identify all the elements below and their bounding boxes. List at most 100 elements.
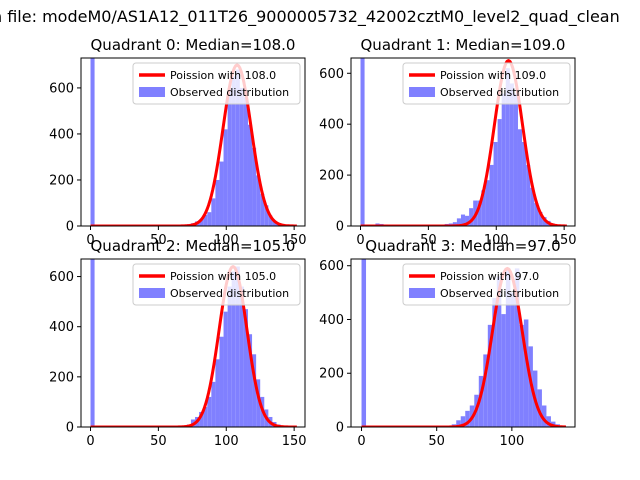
histogram-bar	[235, 69, 240, 226]
x-tick-label: 50	[150, 434, 167, 449]
histogram-bar	[489, 164, 494, 226]
histogram-bar	[522, 142, 527, 226]
histogram-bar	[223, 129, 228, 226]
legend-label-observed: Observed distribution	[440, 86, 559, 99]
histogram-bar	[478, 375, 484, 427]
legend-patch-swatch	[409, 87, 435, 97]
histogram-bar	[496, 276, 502, 427]
x-tick-label: 0	[356, 233, 364, 248]
histogram-bar	[452, 222, 457, 226]
x-tick-label: 50	[428, 434, 445, 449]
histogram-bar	[243, 97, 248, 226]
x-tick-label: 100	[214, 233, 239, 248]
histogram-bar	[456, 218, 461, 226]
subplot-title: Quadrant 3: Median=97.0	[365, 237, 560, 255]
y-tick-label: 600	[49, 81, 74, 96]
histogram-bar	[239, 87, 244, 226]
histogram-bar	[492, 297, 497, 427]
y-tick-label: 200	[49, 370, 74, 385]
x-tick-label: 50	[420, 233, 437, 248]
histogram-bar	[541, 405, 547, 427]
histogram-bar	[199, 411, 204, 427]
histogram-bar	[465, 410, 470, 427]
histogram-bar	[493, 142, 498, 226]
histogram-bar	[456, 420, 461, 427]
legend-patch-swatch	[139, 288, 165, 298]
y-tick-label: 0	[66, 421, 74, 436]
legend: Poission with 109.0 Observed distribution	[402, 62, 571, 105]
histogram-bar	[239, 286, 244, 427]
histogram-bar	[260, 193, 265, 226]
y-tick-label: 0	[66, 220, 74, 235]
histogram-bar	[501, 93, 506, 226]
histogram-bar	[219, 161, 224, 226]
histogram-bar	[231, 271, 236, 427]
histogram-bar	[231, 76, 236, 226]
histogram-bar	[469, 208, 474, 226]
histogram-bar	[268, 215, 273, 226]
histogram-bar	[361, 259, 367, 427]
histogram-bar	[505, 68, 510, 226]
histogram-bar	[460, 416, 466, 427]
y-tick-label: 200	[319, 367, 344, 382]
subplot-grid: 0 50 100 150 0 200 400 600 Quadrant 0: Median=10…	[49, 36, 576, 449]
histogram-bar	[211, 198, 216, 226]
histogram-bar	[514, 268, 520, 427]
y-tick-label: 400	[49, 127, 74, 142]
histogram-bar	[360, 58, 365, 226]
histogram-bar	[523, 319, 529, 427]
axes-frame	[350, 258, 576, 428]
histogram-bar	[256, 175, 261, 226]
legend: Poission with 108.0 Observed distribution	[132, 62, 301, 105]
histogram-bar	[477, 200, 482, 226]
histogram-bar	[487, 324, 493, 427]
histogram-bar	[272, 220, 277, 226]
histogram-bar	[485, 180, 490, 226]
legend: Poission with 97.0 Observed distribution	[402, 263, 571, 306]
histogram-bar	[465, 215, 470, 226]
subplot-quadrant-1: 0 50 100 150 0 200 400 600 Quadrant 1: Median=10…	[319, 36, 576, 248]
legend-label-poisson: Poission with 97.0	[440, 270, 539, 283]
poisson-curve	[361, 266, 567, 427]
plot-area	[361, 259, 567, 427]
histogram-bar	[252, 147, 257, 226]
subplot-quadrant-2: 0 50 100 150 0 200 400 600 Quadrant 2: Median=10…	[49, 237, 306, 449]
histogram-bar	[207, 212, 212, 226]
y-tick-label: 200	[319, 169, 344, 184]
poisson-curve	[360, 59, 567, 226]
histogram-bar	[252, 354, 257, 427]
histogram-bar	[513, 93, 518, 226]
histogram-bar	[483, 354, 488, 427]
histogram-bar	[247, 124, 253, 226]
y-tick-label: 400	[319, 118, 344, 133]
poisson-curve	[90, 265, 297, 427]
histogram-bar	[215, 359, 220, 427]
y-tick-label: 400	[319, 313, 344, 328]
x-tick-label: 100	[214, 434, 239, 449]
histogram-bar	[90, 58, 95, 226]
histogram-bar	[538, 212, 543, 226]
histogram-bar	[481, 190, 486, 226]
legend-box	[402, 62, 571, 105]
x-tick-label: 150	[282, 434, 307, 449]
legend-box	[132, 263, 301, 306]
histogram-bar	[501, 314, 506, 427]
legend-label-observed: Observed distribution	[170, 86, 289, 99]
axes-frame	[80, 57, 306, 227]
histogram-bar	[223, 311, 228, 427]
subplot-quadrant-3: 0 50 100 0 200 400 600 Quadrant 3: Median=97.0 P…	[319, 237, 576, 449]
y-tick-label: 600	[319, 67, 344, 82]
histogram-bar	[219, 336, 224, 427]
plot-area	[90, 58, 297, 226]
legend-box	[132, 62, 301, 105]
histogram-bar	[519, 324, 524, 427]
x-tick-label: 0	[86, 434, 94, 449]
legend-box	[402, 263, 571, 306]
histogram-bar	[235, 266, 240, 427]
histogram-bar	[247, 334, 253, 427]
histogram-bar	[530, 187, 535, 226]
y-tick-label: 200	[49, 173, 74, 188]
histogram-bar	[526, 164, 531, 226]
x-tick-label: 100	[484, 233, 509, 248]
